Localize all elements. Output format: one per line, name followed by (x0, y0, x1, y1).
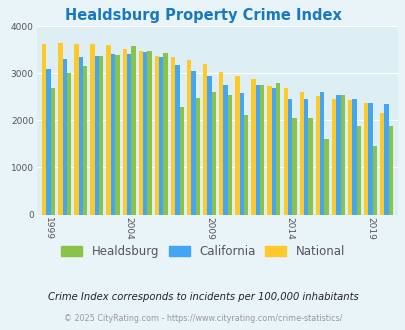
Legend: Healdsburg, California, National: Healdsburg, California, National (61, 245, 344, 258)
Bar (175, 65, 179, 214)
Bar (319, 92, 324, 214)
Bar (234, 76, 239, 214)
Bar (324, 139, 328, 214)
Bar (122, 49, 127, 214)
Bar (186, 60, 191, 214)
Bar (74, 44, 79, 214)
Bar (211, 92, 215, 214)
Bar (46, 69, 51, 214)
Bar (202, 64, 207, 214)
Bar (331, 99, 335, 214)
Bar (259, 85, 264, 214)
Bar (384, 105, 388, 214)
Bar (292, 117, 296, 214)
Bar (191, 71, 195, 215)
Bar (335, 95, 340, 214)
Bar (171, 57, 175, 215)
Bar (287, 99, 292, 214)
Bar (99, 55, 103, 214)
Bar (83, 66, 87, 214)
Bar (267, 86, 271, 214)
Bar (79, 57, 83, 214)
Text: Healdsburg Property Crime Index: Healdsburg Property Crime Index (64, 8, 341, 23)
Bar (154, 56, 159, 214)
Bar (356, 126, 360, 214)
Bar (379, 114, 384, 214)
Bar (372, 146, 376, 214)
Bar (207, 76, 211, 214)
Bar (67, 74, 71, 215)
Bar (111, 54, 115, 214)
Bar (147, 51, 151, 214)
Bar (58, 43, 62, 214)
Bar (127, 54, 131, 214)
Bar (367, 103, 372, 214)
Bar (340, 95, 344, 214)
Bar (223, 85, 227, 214)
Bar (90, 44, 94, 214)
Bar (94, 55, 99, 214)
Bar (159, 57, 163, 214)
Text: © 2025 CityRating.com - https://www.cityrating.com/crime-statistics/: © 2025 CityRating.com - https://www.city… (64, 314, 341, 323)
Bar (303, 99, 307, 214)
Bar (251, 79, 255, 214)
Bar (299, 92, 303, 214)
Bar (131, 46, 135, 214)
Text: Crime Index corresponds to incidents per 100,000 inhabitants: Crime Index corresponds to incidents per… (47, 292, 358, 302)
Bar (179, 107, 183, 214)
Bar (347, 100, 352, 214)
Bar (271, 88, 275, 214)
Bar (243, 115, 248, 214)
Bar (139, 51, 143, 214)
Bar (239, 93, 243, 214)
Bar (115, 55, 119, 214)
Bar (315, 96, 319, 214)
Bar (62, 59, 67, 215)
Bar (51, 87, 55, 214)
Bar (106, 45, 111, 214)
Bar (275, 83, 280, 214)
Bar (227, 95, 232, 214)
Bar (307, 117, 312, 214)
Bar (388, 126, 392, 214)
Bar (163, 53, 167, 214)
Bar (363, 103, 367, 214)
Bar (352, 99, 356, 214)
Bar (255, 85, 259, 214)
Bar (143, 52, 147, 214)
Bar (195, 98, 200, 214)
Bar (283, 87, 287, 214)
Bar (42, 44, 46, 214)
Bar (219, 72, 223, 214)
